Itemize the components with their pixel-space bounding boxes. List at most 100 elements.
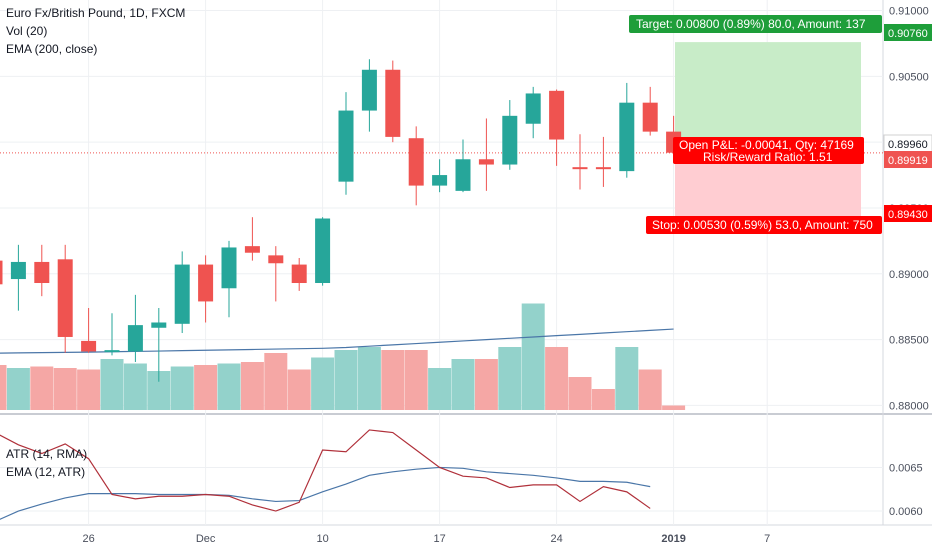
candle[interactable] (619, 82, 635, 178)
volume-bar[interactable] (568, 377, 592, 410)
volume-bar[interactable] (170, 366, 194, 411)
atr-legend: ATR (14, RMA) (6, 447, 87, 461)
volume-bar[interactable] (240, 362, 264, 410)
stop-label-text: Stop: 0.00530 (0.59%) 53.0, Amount: 750 (652, 218, 873, 232)
volume-bar[interactable] (30, 366, 54, 411)
price-tick-label: 0.90500 (889, 71, 929, 83)
current-price-text: 0.89960 (888, 139, 928, 151)
candle-body (338, 110, 354, 182)
volume-bar[interactable] (381, 350, 405, 410)
candle[interactable] (0, 242, 3, 303)
volume-bar[interactable] (357, 347, 381, 410)
candle-body (268, 255, 284, 264)
target-label[interactable]: Target: 0.00800 (0.89%) 80.0, Amount: 13… (629, 15, 882, 33)
candle-body (198, 264, 214, 302)
candle[interactable] (361, 59, 377, 132)
candle-body (127, 325, 143, 352)
candle[interactable] (34, 244, 50, 297)
candle[interactable] (221, 240, 237, 318)
volume-bar[interactable] (404, 350, 428, 410)
volume-bar[interactable] (217, 363, 241, 411)
candle[interactable] (268, 246, 284, 302)
candle-body (221, 247, 237, 289)
stop-label[interactable]: Stop: 0.00530 (0.59%) 53.0, Amount: 750 (646, 216, 882, 234)
candle-body (291, 264, 307, 284)
volume-bar[interactable] (662, 405, 686, 411)
stop-price-text: 0.89430 (888, 209, 928, 221)
candle[interactable] (432, 159, 448, 193)
candle-body (408, 138, 424, 186)
atr-line[interactable] (0, 429, 651, 512)
atr-tick-label: 0.0060 (889, 506, 923, 518)
price-tick-label: 0.89000 (889, 269, 929, 281)
candle[interactable] (127, 294, 143, 362)
candle[interactable] (151, 308, 167, 382)
volume-bar[interactable] (521, 303, 545, 411)
volume-bar[interactable] (123, 363, 147, 411)
volume-bar[interactable] (0, 365, 7, 410)
candle[interactable] (174, 251, 190, 334)
price-tick-label: 0.91000 (889, 6, 929, 18)
volume-bar[interactable] (77, 369, 101, 411)
volume-bar[interactable] (334, 350, 358, 410)
candle[interactable] (291, 257, 307, 291)
open-pnl-label[interactable]: Open P&L: -0.00041, Qty: 47169 Risk/Rewa… (673, 137, 864, 164)
candle-body (10, 261, 26, 280)
candle-body (151, 322, 167, 328)
price-tick-label: 0.88500 (889, 335, 929, 347)
candle[interactable] (81, 308, 97, 353)
time-tick-label: 2019 (661, 533, 685, 545)
volume-bar[interactable] (615, 347, 639, 410)
volume-bar[interactable] (638, 369, 662, 411)
candle-body (642, 102, 658, 132)
candle[interactable] (525, 86, 541, 139)
volume-bar[interactable] (194, 365, 218, 410)
candle[interactable] (502, 100, 518, 170)
candle[interactable] (198, 255, 214, 323)
candle[interactable] (455, 139, 471, 193)
time-tick-label: Dec (196, 533, 216, 545)
atr-pane[interactable] (0, 416, 883, 525)
target-zone[interactable] (675, 42, 861, 148)
time-tick-label: 24 (550, 533, 562, 545)
volume-bar[interactable] (264, 353, 288, 410)
volume-bar[interactable] (147, 371, 171, 410)
open-pnl-text: Open P&L: -0.00041, Qty: 47169 (679, 138, 854, 152)
candle[interactable] (549, 89, 565, 166)
candle-body (502, 115, 518, 165)
candle[interactable] (315, 217, 331, 286)
atr-ema-line[interactable] (0, 466, 651, 521)
volume-bar[interactable] (428, 368, 452, 410)
candle[interactable] (104, 313, 120, 356)
candle[interactable] (244, 217, 260, 261)
candle-body (432, 175, 448, 186)
volume-bar[interactable] (545, 347, 569, 410)
candle[interactable] (572, 134, 588, 190)
volume-bar[interactable] (591, 389, 615, 410)
volume-bar[interactable] (6, 368, 30, 410)
candle[interactable] (10, 244, 26, 311)
time-tick-label: 10 (316, 533, 328, 545)
candle[interactable] (478, 118, 494, 191)
candle[interactable] (385, 60, 401, 143)
time-tick-label: 17 (433, 533, 445, 545)
candle-body (174, 264, 190, 324)
candle[interactable] (57, 244, 73, 353)
volume-bar[interactable] (311, 357, 335, 411)
volume-bar[interactable] (498, 347, 522, 410)
candle[interactable] (595, 136, 611, 187)
candle-body (478, 159, 494, 165)
volume-bar[interactable] (474, 359, 498, 410)
candle[interactable] (408, 126, 424, 206)
volume-bar[interactable] (451, 359, 475, 410)
target-label-text: Target: 0.00800 (0.89%) 80.0, Amount: 13… (636, 17, 866, 31)
candle-body (104, 350, 120, 353)
volume-bar[interactable] (100, 359, 124, 410)
volume-bar[interactable] (287, 369, 311, 411)
candle[interactable] (642, 86, 658, 136)
candle[interactable] (338, 92, 354, 195)
volume-bar[interactable] (53, 368, 77, 410)
stop-price-badge: 0.89430 (884, 205, 932, 222)
